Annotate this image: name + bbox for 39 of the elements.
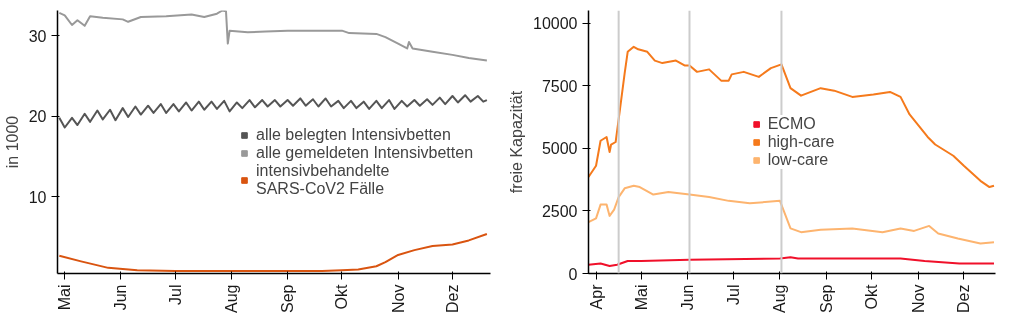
x-tick-label: Aug [771,284,789,313]
x-tick-label: Dez [443,284,461,313]
y-tick-label: 10000 [533,15,578,33]
x-tick-label: Nov [389,284,407,313]
legend-label: alle belegten Intensivbetten [256,126,451,144]
legend-label: alle gemeldeten Intensivbetten [256,144,474,162]
x-tick-label: Mai [56,284,74,311]
x-tick-label: Sep [818,284,836,313]
y-tick-label: 7500 [541,77,578,95]
x-tick-label: Dez [955,284,973,313]
legend-label: intensivbehandelte SARS-CoV2 Fälle [256,162,390,198]
y-axis-title: in 1000 [3,115,21,169]
x-tick-label: Nov [910,284,928,313]
x-tick-label: Apr [587,283,605,310]
line-series [58,10,488,62]
y-tick-label: 30 [28,27,47,45]
y-tick-label: 5000 [541,140,578,158]
x-tick-label: Sep [279,284,297,313]
x-tick-label: Jul [724,284,742,305]
line-series [588,184,995,245]
line-series [588,256,995,267]
x-tick-label: Jul [166,284,184,305]
x-tick-label: Okt [333,283,351,310]
line-series [58,94,488,129]
x-tick-label: Mai [632,284,650,311]
x-tick-label: Jun [679,284,697,311]
y-axis-title: freie Kapazität [508,90,526,194]
legend-label: ECMO [767,114,816,133]
legend-label: low-care [767,150,829,169]
line-series [588,45,995,189]
y-tick-label: 0 [568,265,578,283]
y-tick-label: 20 [28,108,47,126]
legend-label: high-care [767,132,835,151]
x-tick-label: Aug [222,284,240,313]
line-series [58,232,488,273]
x-tick-label: Jun [112,284,130,311]
x-tick-label: Okt [863,283,881,310]
y-tick-label: 2500 [541,202,578,220]
y-tick-label: 10 [28,188,47,206]
